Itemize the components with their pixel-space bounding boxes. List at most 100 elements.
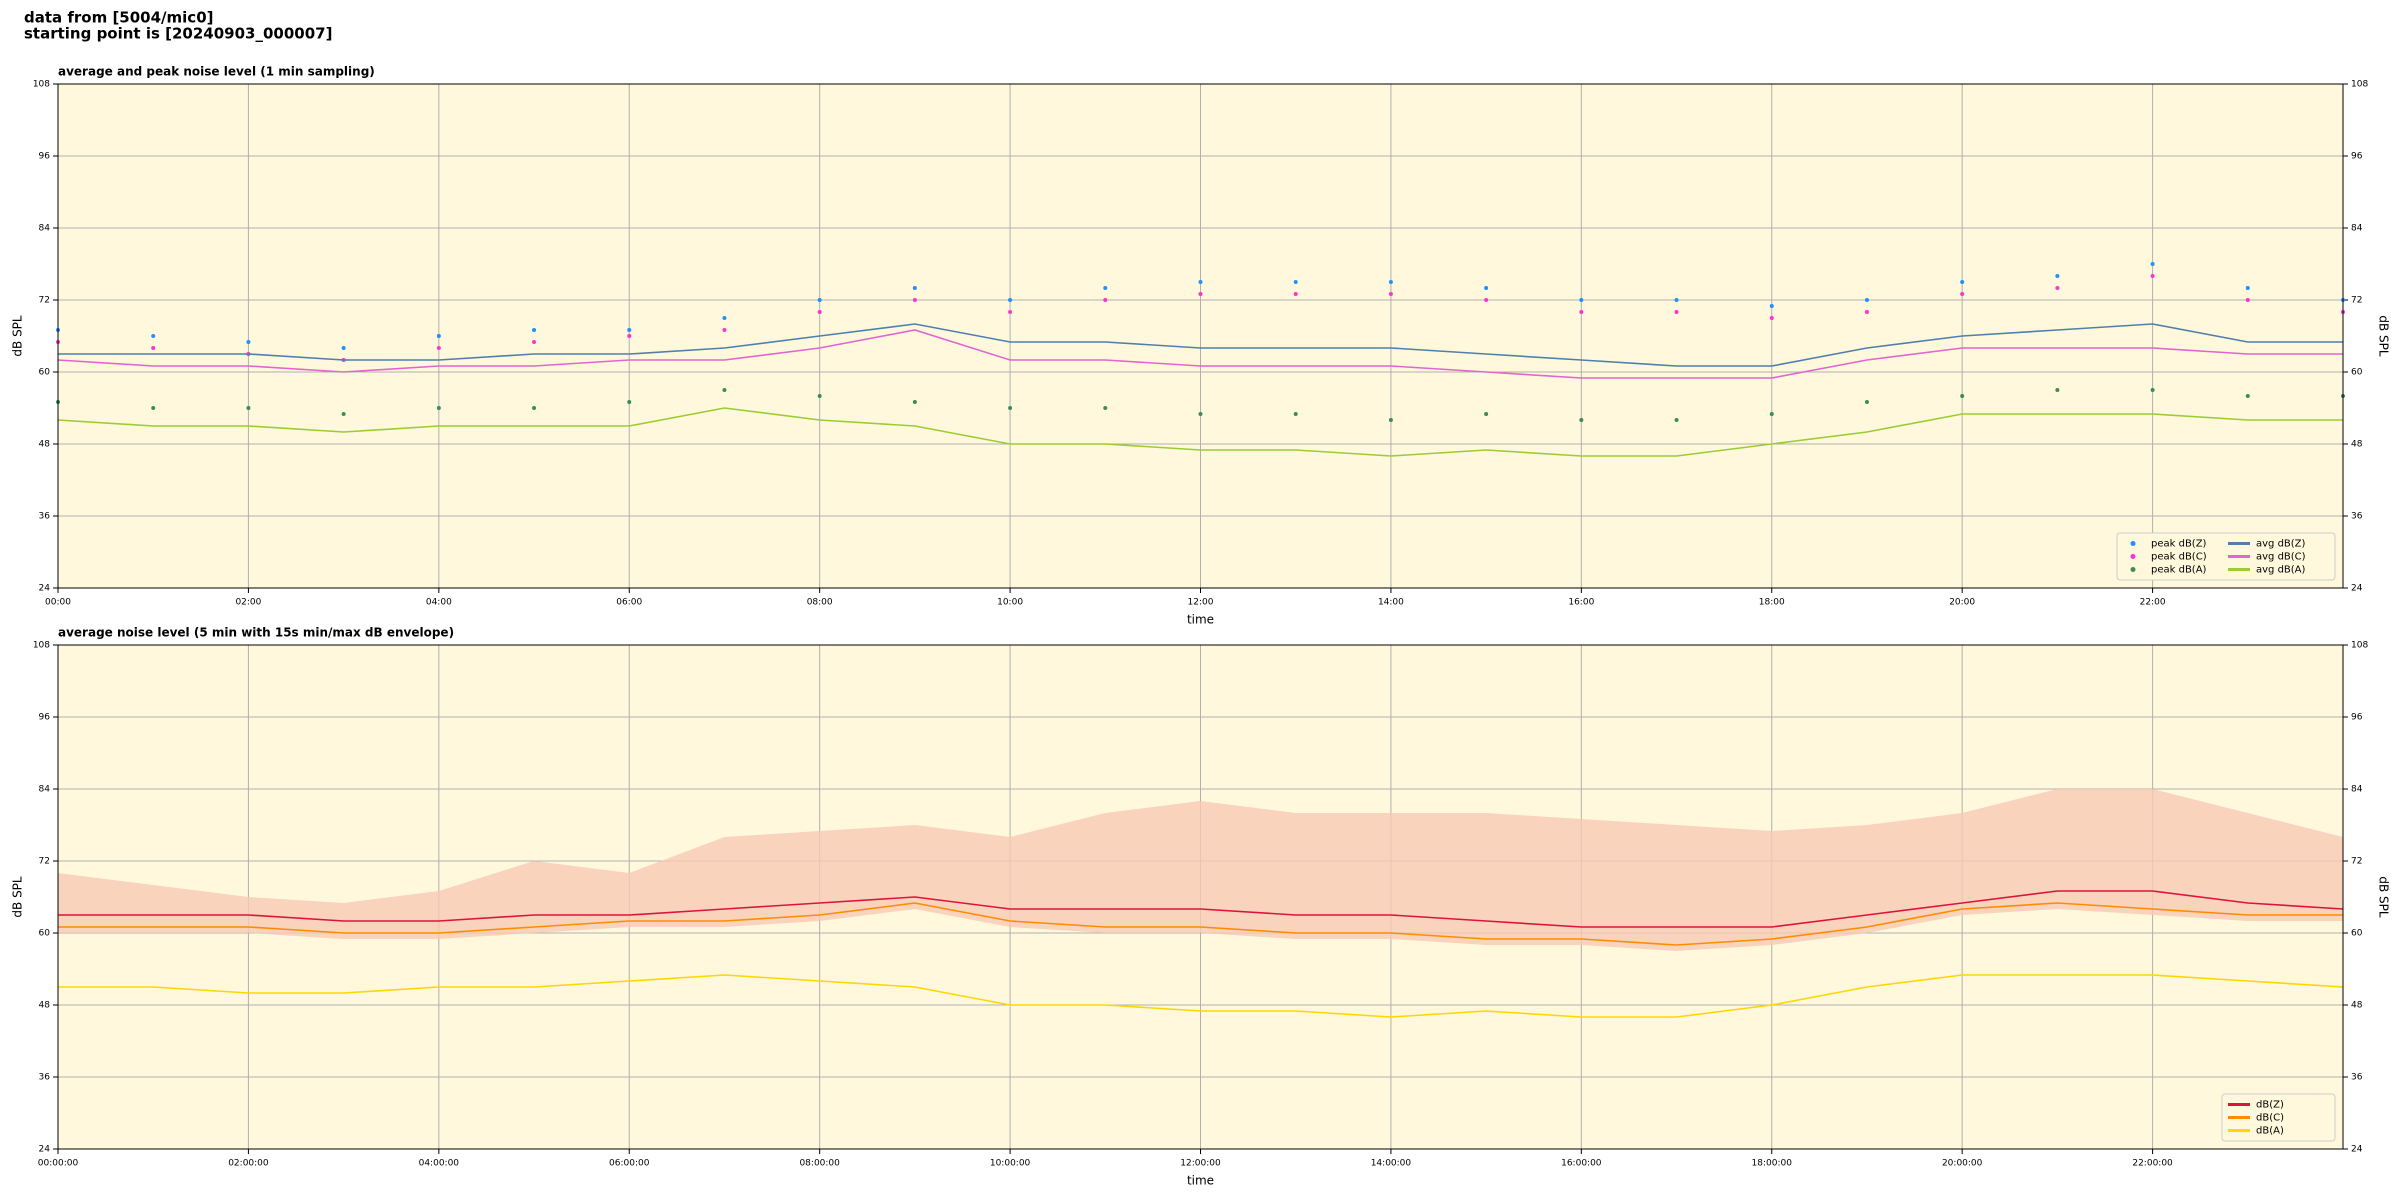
peak-dot xyxy=(817,394,822,398)
peak-dot xyxy=(2150,262,2155,266)
series-line xyxy=(58,902,2343,946)
peak-dot xyxy=(912,286,917,290)
x-tick-label: 02:00:00 xyxy=(228,1159,269,1169)
peak-dot xyxy=(532,406,537,410)
plot-frame xyxy=(57,644,2344,1150)
legend-label: avg dB(Z) xyxy=(2256,539,2306,550)
y-tick-label: 60 xyxy=(2351,929,2363,939)
x-tick-label: 22:00 xyxy=(2140,598,2166,608)
y-tick-label: 72 xyxy=(2351,296,2362,306)
peak-dot xyxy=(1293,280,1298,284)
envelope xyxy=(58,789,2343,951)
y-tick-label: 84 xyxy=(2351,785,2363,795)
peak-dot xyxy=(532,340,537,344)
peak-dot xyxy=(1484,286,1489,290)
x-tick-label: 22:00:00 xyxy=(2132,1159,2173,1169)
x-tick-label: 08:00:00 xyxy=(799,1159,840,1169)
y-tick-label: 72 xyxy=(2351,857,2362,867)
peak-dot xyxy=(912,400,917,404)
peak-dot xyxy=(1674,298,1679,302)
peak-dot xyxy=(1674,310,1679,314)
peak-dot xyxy=(1388,292,1393,296)
peak-dot xyxy=(2055,274,2060,278)
y-tick-label: 36 xyxy=(2351,1073,2363,1083)
peak-dot xyxy=(341,412,346,416)
chart-title: average noise level (5 min with 15s min/… xyxy=(58,626,454,640)
y-tick-label: 84 xyxy=(2351,224,2363,234)
peak-dot xyxy=(1769,412,1774,416)
legend-label: peak dB(A) xyxy=(2151,565,2207,576)
x-tick-label: 20:00 xyxy=(1949,598,1975,608)
y-axis-label: dB SPL xyxy=(2377,315,2391,357)
peak-dot xyxy=(2150,274,2155,278)
legend-label: dB(C) xyxy=(2256,1113,2284,1124)
x-tick-label: 10:00 xyxy=(997,598,1023,608)
peak-dot xyxy=(1388,280,1393,284)
series-line xyxy=(58,323,2343,367)
y-axis-label: dB SPL xyxy=(11,876,25,918)
series-line xyxy=(58,890,2344,928)
peak-dot xyxy=(532,328,537,332)
chart-title: average and peak noise level (1 min samp… xyxy=(58,65,375,79)
peak-dot xyxy=(1579,298,1584,302)
peak-dot xyxy=(246,340,251,344)
x-tick-label: 18:00:00 xyxy=(1752,1159,1793,1169)
y-tick-label: 108 xyxy=(33,641,50,651)
peak-dot xyxy=(1769,304,1774,308)
peak-dot xyxy=(436,334,441,338)
peak-dot xyxy=(1008,298,1013,302)
y-tick-label: 48 xyxy=(39,1001,51,1011)
peak-dot xyxy=(817,298,822,302)
peak-dot xyxy=(246,406,251,410)
series-line xyxy=(58,974,2344,1018)
y-tick-label: 96 xyxy=(39,713,51,723)
y-tick-label: 108 xyxy=(2351,80,2368,90)
peak-dot xyxy=(1769,316,1774,320)
peak-dot xyxy=(1484,298,1489,302)
y-tick-label: 108 xyxy=(2351,641,2368,651)
x-tick-label: 00:00 xyxy=(45,598,71,608)
legend-marker xyxy=(2130,554,2136,559)
peak-dot xyxy=(627,328,632,332)
y-tick-label: 96 xyxy=(2351,713,2363,723)
legend xyxy=(2221,1093,2336,1142)
peak-dot xyxy=(151,334,156,338)
x-tick-label: 06:00 xyxy=(616,598,642,608)
peak-dot xyxy=(1674,418,1679,422)
x-tick-label: 14:00:00 xyxy=(1371,1159,1412,1169)
series-line xyxy=(57,407,2343,457)
x-tick-label: 06:00:00 xyxy=(609,1159,650,1169)
legend-label: avg dB(C) xyxy=(2256,552,2306,563)
y-tick-label: 60 xyxy=(2351,368,2363,378)
peak-dot xyxy=(2245,394,2250,398)
x-tick-label: 12:00:00 xyxy=(1180,1159,1221,1169)
y-tick-label: 60 xyxy=(39,368,51,378)
x-tick-label: 04:00:00 xyxy=(419,1159,460,1169)
peak-dot xyxy=(817,310,822,314)
x-axis-label: time xyxy=(1187,1174,1214,1188)
peak-dot xyxy=(1388,418,1393,422)
peak-dot xyxy=(1579,310,1584,314)
legend-marker xyxy=(2130,541,2136,546)
x-tick-label: 02:00 xyxy=(235,598,261,608)
y-tick-label: 96 xyxy=(39,152,51,162)
x-tick-label: 14:00 xyxy=(1378,598,1404,608)
peak-dot xyxy=(2150,388,2155,392)
y-axis-label: dB SPL xyxy=(11,315,25,357)
peak-dot xyxy=(2055,286,2060,290)
peak-dot xyxy=(1960,280,1965,284)
legend-label: peak dB(C) xyxy=(2151,552,2207,563)
x-tick-label: 16:00:00 xyxy=(1561,1159,1602,1169)
y-tick-label: 108 xyxy=(33,80,50,90)
peak-dot xyxy=(722,328,727,332)
x-tick-label: 10:00:00 xyxy=(990,1159,1031,1169)
peak-dot xyxy=(1293,292,1298,296)
peak-dot xyxy=(436,346,441,350)
peak-dot xyxy=(1008,406,1013,410)
y-tick-label: 72 xyxy=(39,296,50,306)
peak-dot xyxy=(436,406,441,410)
peak-dot xyxy=(1103,286,1108,290)
y-tick-label: 48 xyxy=(2351,440,2363,450)
